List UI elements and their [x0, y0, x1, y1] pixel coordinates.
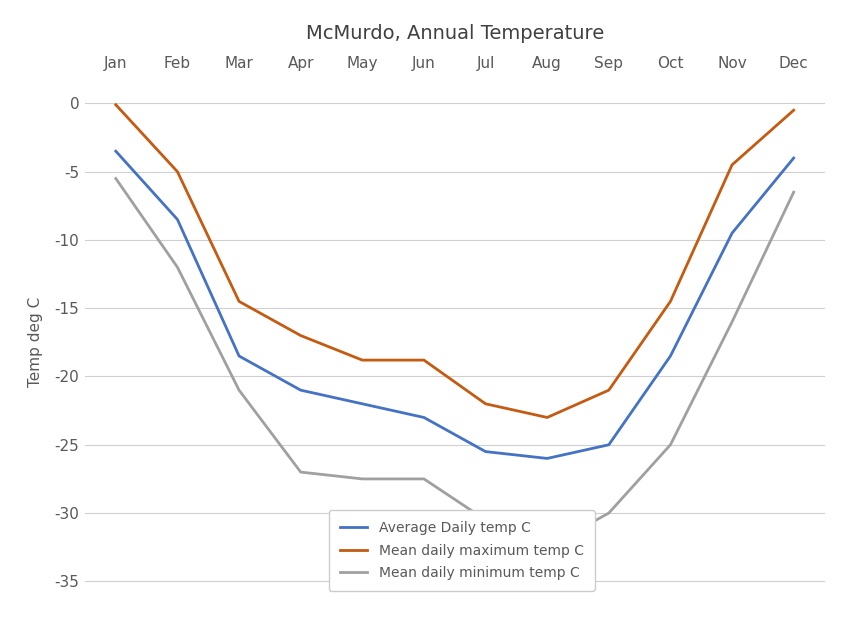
Line: Mean daily minimum temp C: Mean daily minimum temp C [116, 179, 794, 547]
Average Daily temp C [480, 448, 490, 455]
Mean daily minimum temp C [173, 264, 183, 271]
Y-axis label: Temp deg C: Temp deg C [28, 297, 43, 387]
Mean daily maximum temp C [296, 332, 306, 339]
Mean daily minimum temp C [110, 175, 121, 183]
Mean daily maximum temp C [727, 161, 737, 169]
Line: Mean daily maximum temp C: Mean daily maximum temp C [116, 105, 794, 417]
Average Daily temp C [666, 353, 676, 360]
Mean daily minimum temp C [789, 188, 799, 196]
Mean daily maximum temp C [110, 101, 121, 108]
Average Daily temp C [604, 441, 614, 449]
Mean daily maximum temp C [604, 386, 614, 394]
Mean daily maximum temp C [234, 297, 244, 305]
Title: McMurdo, Annual Temperature: McMurdo, Annual Temperature [306, 24, 604, 43]
Average Daily temp C [789, 154, 799, 162]
Mean daily maximum temp C [419, 356, 429, 364]
Average Daily temp C [296, 386, 306, 394]
Average Daily temp C [357, 400, 367, 408]
Mean daily minimum temp C [666, 441, 676, 449]
Mean daily maximum temp C [789, 107, 799, 114]
Average Daily temp C [110, 147, 121, 155]
Mean daily minimum temp C [234, 386, 244, 394]
Average Daily temp C [542, 455, 552, 462]
Mean daily maximum temp C [666, 297, 676, 305]
Legend: Average Daily temp C, Mean daily maximum temp C, Mean daily minimum temp C: Average Daily temp C, Mean daily maximum… [329, 510, 595, 591]
Mean daily maximum temp C [173, 168, 183, 176]
Mean daily minimum temp C [480, 516, 490, 524]
Line: Average Daily temp C: Average Daily temp C [116, 151, 794, 458]
Mean daily maximum temp C [357, 356, 367, 364]
Mean daily minimum temp C [604, 509, 614, 517]
Mean daily maximum temp C [542, 413, 552, 421]
Average Daily temp C [173, 216, 183, 223]
Mean daily minimum temp C [727, 318, 737, 326]
Mean daily minimum temp C [296, 469, 306, 476]
Mean daily minimum temp C [542, 543, 552, 551]
Average Daily temp C [234, 353, 244, 360]
Mean daily minimum temp C [419, 475, 429, 482]
Mean daily minimum temp C [357, 475, 367, 482]
Average Daily temp C [727, 230, 737, 237]
Mean daily maximum temp C [480, 400, 490, 408]
Average Daily temp C [419, 413, 429, 421]
